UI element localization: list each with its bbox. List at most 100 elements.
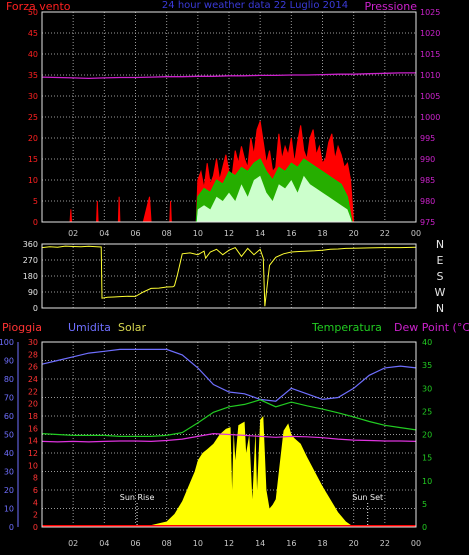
humidity-tick-label: 90 (4, 357, 14, 366)
wind-tick-label: 40 (28, 50, 38, 59)
temp-x-tick-label: 18 (317, 539, 327, 548)
direction-panel-frame (41, 243, 417, 309)
temp-x-tick-label: 22 (380, 539, 390, 548)
rain-tick-label: 16 (28, 424, 38, 433)
humidity-tick-label: 30 (4, 468, 14, 477)
rain-tick-label: 0 (33, 523, 38, 532)
temp-tick-label: 5 (422, 500, 427, 509)
rain-tick-label: 8 (33, 474, 38, 483)
wind-x-tick-label: 18 (317, 229, 327, 238)
wind-x-tick-label: 22 (380, 229, 390, 238)
wind-x-tick-label: 12 (224, 229, 234, 238)
pressure-tick-label: 1000 (420, 113, 440, 122)
dew-point-legend: Dew Point (°C) (394, 321, 469, 334)
humidity-tick-label: 50 (4, 431, 14, 440)
humidity-tick-label: 60 (4, 412, 14, 421)
rain-bar (42, 525, 416, 527)
rain-tick-label: 24 (28, 375, 38, 384)
temp-x-tick-label: 06 (130, 539, 140, 548)
temp-tick-label: 35 (422, 361, 432, 370)
humidity-tick-label: 70 (4, 394, 14, 403)
compass-tick-label: N (436, 238, 444, 251)
pressure-tick-label: 1005 (420, 92, 440, 101)
rain-tick-label: 2 (33, 511, 38, 520)
pressure-axis-title: Pressione (365, 0, 418, 13)
rain-tick-label: 22 (28, 387, 38, 396)
pressure-tick-label: 975 (420, 218, 435, 227)
wind-tick-label: 15 (28, 155, 38, 164)
rain-tick-label: 10 (28, 461, 38, 470)
pressure-tick-label: 1010 (420, 71, 440, 80)
wind-tick-label: 35 (28, 71, 38, 80)
pressure-tick-label: 995 (420, 134, 435, 143)
compass-tick-label: W (435, 286, 446, 299)
rain-tick-label: 6 (33, 486, 38, 495)
temp-tick-label: 25 (422, 407, 432, 416)
humidity-tick-label: 20 (4, 486, 14, 495)
wind-speed-area (196, 175, 353, 222)
temp-x-tick-label: 12 (224, 539, 234, 548)
temp-x-tick-label: 14 (255, 539, 265, 548)
wind-tick-label: 50 (28, 8, 38, 17)
dew-point-line (41, 432, 417, 443)
compass-tick-label: S (437, 270, 444, 283)
temp-x-tick-label: 02 (68, 539, 78, 548)
humidity-tick-label: 100 (0, 338, 14, 347)
wind-x-tick-label: 20 (349, 229, 359, 238)
rain-tick-label: 26 (28, 363, 38, 372)
temp-x-tick-label: 00 (411, 539, 421, 548)
pressure-tick-label: 980 (420, 197, 435, 206)
temp-x-tick-label: 20 (349, 539, 359, 548)
temp-tick-label: 40 (422, 338, 432, 347)
temperature-line (41, 399, 417, 437)
wind-tick-label: 0 (33, 218, 38, 227)
humidity-tick-label: 40 (4, 449, 14, 458)
wind-direction-line (41, 245, 417, 307)
pressure-tick-label: 1020 (420, 29, 440, 38)
wind-tick-label: 20 (28, 134, 38, 143)
humidity-tick-label: 10 (4, 505, 14, 514)
temp-panel-frame (41, 341, 417, 528)
solar-area (42, 416, 416, 527)
rain-axis-title: Pioggia (2, 321, 42, 334)
solar-legend: Solar (118, 321, 147, 334)
rain-tick-label: 20 (28, 400, 38, 409)
direction-tick-label: 0 (33, 304, 38, 313)
wind-x-tick-label: 16 (286, 229, 296, 238)
rain-tick-label: 18 (28, 412, 38, 421)
humidity-line (41, 348, 417, 402)
direction-tick-label: 270 (23, 256, 38, 265)
temp-x-tick-label: 04 (99, 539, 109, 548)
direction-tick-label: 360 (23, 240, 38, 249)
wind-tick-label: 10 (28, 176, 38, 185)
temp-x-tick-label: 10 (193, 539, 203, 548)
direction-tick-label: 180 (23, 272, 38, 281)
humidity-tick-label: 0 (9, 523, 14, 532)
temp-x-tick-label: 08 (162, 539, 172, 548)
temp-tick-label: 15 (422, 454, 432, 463)
compass-tick-label: N (436, 302, 444, 315)
wind-x-tick-label: 04 (99, 229, 109, 238)
rain-tick-label: 30 (28, 338, 38, 347)
temp-x-tick-label: 16 (286, 539, 296, 548)
wind-x-tick-label: 00 (411, 229, 421, 238)
sun-rise-label: Sun Rise (120, 493, 155, 502)
rain-tick-label: 14 (28, 437, 38, 446)
pressure-line (41, 72, 416, 80)
wind-average-line (195, 158, 353, 223)
wind-tick-label: 45 (28, 29, 38, 38)
wind-tick-label: 5 (33, 197, 38, 206)
humidity-tick-label: 80 (4, 375, 14, 384)
wind-gust-line (42, 121, 416, 223)
rain-tick-label: 28 (28, 350, 38, 359)
wind-axis-title: Forza vento (6, 0, 71, 13)
sun-set-label: Sun Set (352, 493, 383, 502)
wind-x-tick-label: 08 (162, 229, 172, 238)
wind-x-tick-label: 06 (130, 229, 140, 238)
rain-tick-label: 12 (28, 449, 38, 458)
wind-tick-label: 30 (28, 92, 38, 101)
chart-title: 24 hour weather data 22 Luglio 2014 (162, 0, 348, 11)
rain-tick-label: 4 (33, 498, 38, 507)
temp-tick-label: 30 (422, 384, 432, 393)
compass-tick-label: E (437, 254, 444, 267)
